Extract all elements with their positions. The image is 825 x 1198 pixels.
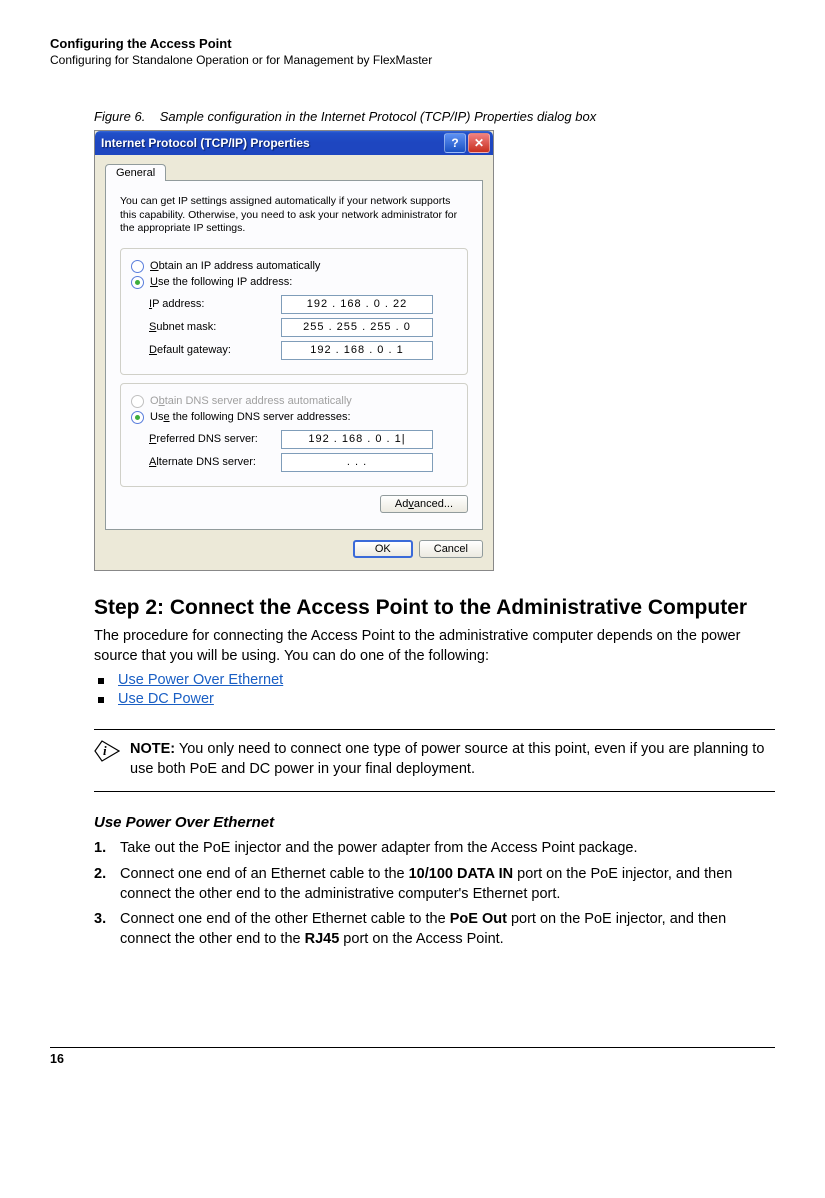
page-header-title: Configuring the Access Point bbox=[50, 36, 775, 51]
figure-text: Sample configuration in the Internet Pro… bbox=[160, 109, 596, 124]
figure-label: Figure 6. bbox=[94, 109, 145, 124]
radio-use-ip[interactable]: Use the following IP address: bbox=[131, 276, 457, 289]
step-1-text: Take out the PoE injector and the power … bbox=[120, 839, 637, 859]
help-button[interactable]: ? bbox=[444, 133, 466, 153]
list-number: 3. bbox=[94, 910, 112, 949]
link-poe[interactable]: Use Power Over Ethernet bbox=[118, 672, 283, 688]
label-preferred-dns: Preferred DNS server: bbox=[149, 433, 281, 445]
radio-icon bbox=[131, 395, 144, 408]
dialog-title: Internet Protocol (TCP/IP) Properties bbox=[101, 136, 310, 150]
info-icon: i bbox=[94, 740, 120, 762]
svg-text:i: i bbox=[103, 743, 107, 758]
radio-obtain-dns: Obtain DNS server address automatically bbox=[131, 395, 457, 408]
note-text: You only need to connect one type of pow… bbox=[130, 741, 764, 777]
input-gateway[interactable]: 192 . 168 . 0 . 1 bbox=[281, 341, 433, 360]
radio-use-dns[interactable]: Use the following DNS server addresses: bbox=[131, 411, 457, 424]
dialog-description: You can get IP settings assigned automat… bbox=[120, 195, 468, 236]
label-alternate-dns: Alternate DNS server: bbox=[149, 456, 281, 468]
radio-obtain-ip[interactable]: Obtain an IP address automatically bbox=[131, 260, 457, 273]
input-alternate-dns[interactable]: . . . bbox=[281, 453, 433, 472]
link-dc-power[interactable]: Use DC Power bbox=[118, 691, 214, 707]
tab-general[interactable]: General bbox=[105, 164, 166, 181]
poe-heading: Use Power Over Ethernet bbox=[94, 814, 775, 831]
note-block: i NOTE: You only need to connect one typ… bbox=[94, 729, 775, 792]
radio-icon bbox=[131, 260, 144, 273]
label-subnet: Subnet mask: bbox=[149, 321, 281, 333]
input-subnet[interactable]: 255 . 255 . 255 . 0 bbox=[281, 318, 433, 337]
label-gateway: Default gateway: bbox=[149, 344, 281, 356]
page-header-subtitle: Configuring for Standalone Operation or … bbox=[50, 53, 775, 67]
ok-button[interactable]: OK bbox=[353, 540, 413, 558]
tcpip-dialog: Internet Protocol (TCP/IP) Properties ? … bbox=[94, 130, 494, 571]
step-2-text: Connect one end of an Ethernet cable to … bbox=[120, 865, 775, 904]
step2-heading: Step 2: Connect the Access Point to the … bbox=[94, 595, 775, 621]
list-number: 2. bbox=[94, 865, 112, 904]
input-ip-address[interactable]: 192 . 168 . 0 . 22 bbox=[281, 295, 433, 314]
cancel-button[interactable]: Cancel bbox=[419, 540, 483, 558]
step-3-text: Connect one end of the other Ethernet ca… bbox=[120, 910, 775, 949]
close-button[interactable]: ✕ bbox=[468, 133, 490, 153]
label-ip-address: IP address: bbox=[149, 298, 281, 310]
radio-icon bbox=[131, 411, 144, 424]
dialog-titlebar: Internet Protocol (TCP/IP) Properties ? … bbox=[95, 131, 493, 155]
page-number: 16 bbox=[50, 1047, 775, 1066]
note-label: NOTE: bbox=[130, 741, 175, 757]
bullet-icon bbox=[98, 678, 104, 684]
list-number: 1. bbox=[94, 839, 112, 859]
figure-caption: Figure 6. Sample configuration in the In… bbox=[94, 109, 775, 124]
advanced-button[interactable]: Advanced... bbox=[380, 495, 468, 513]
step2-intro: The procedure for connecting the Access … bbox=[94, 627, 775, 666]
input-preferred-dns[interactable]: 192 . 168 . 0 . 1| bbox=[281, 430, 433, 449]
radio-icon bbox=[131, 276, 144, 289]
bullet-icon bbox=[98, 697, 104, 703]
